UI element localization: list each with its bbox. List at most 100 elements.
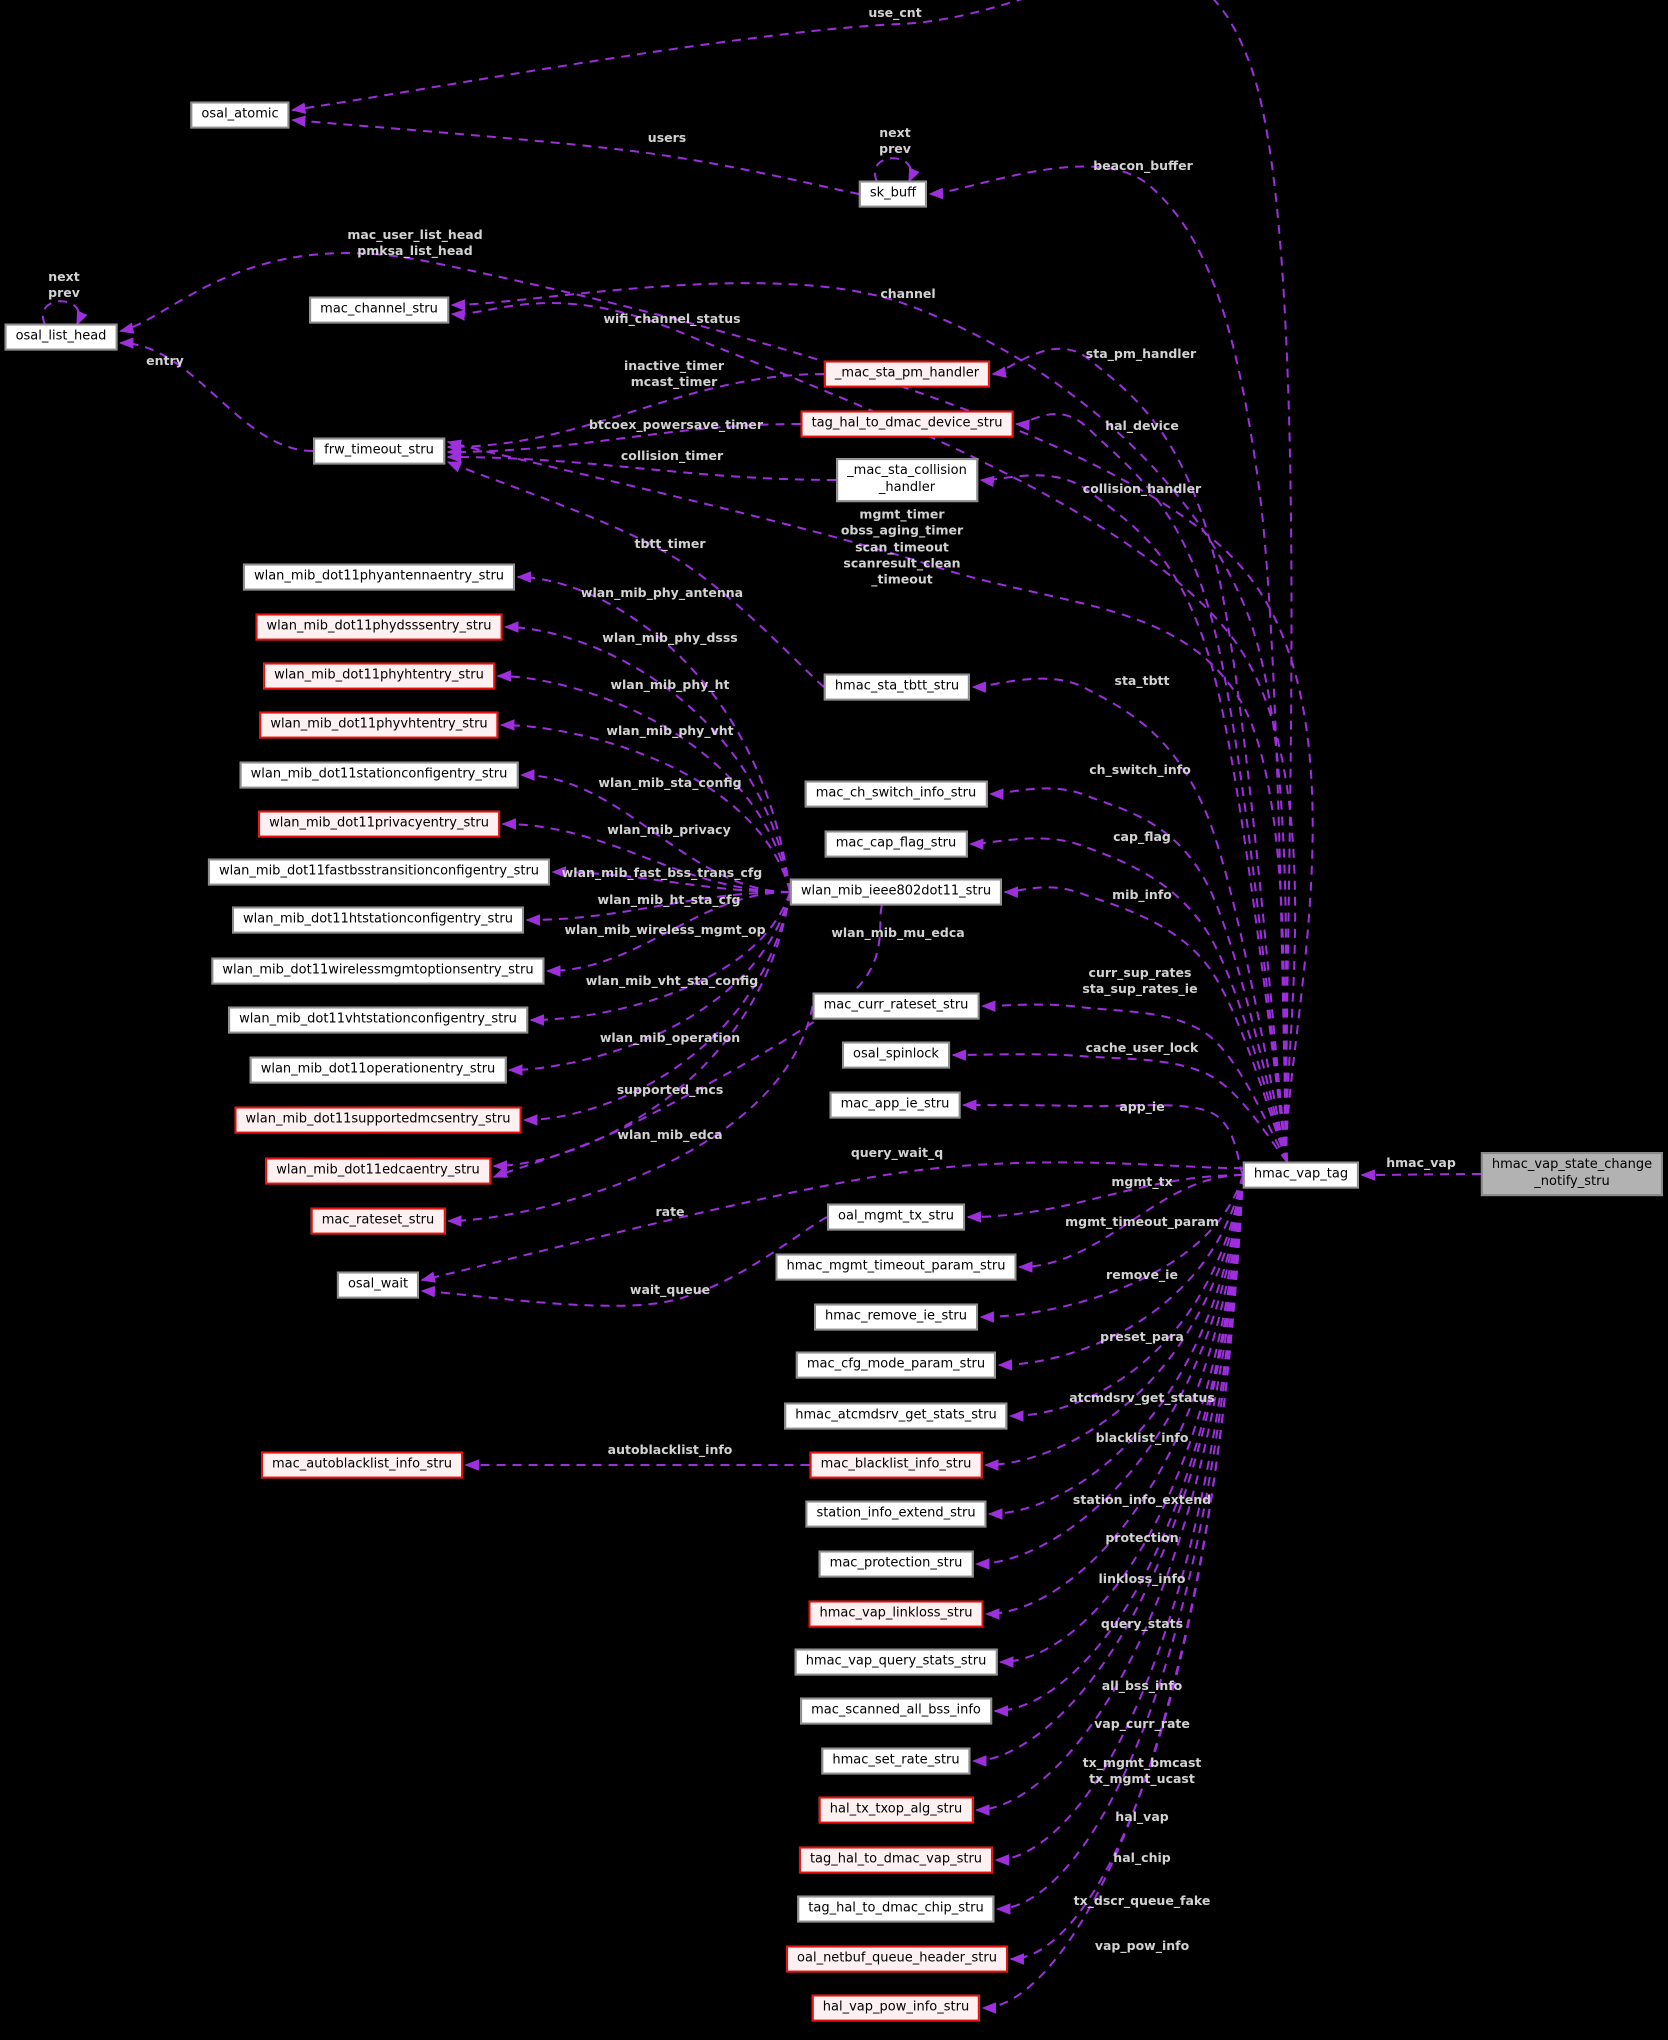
edge-hmac_vap_tag-to-tag_hal_to_dmac_device_stru	[1015, 413, 1288, 1162]
node-hmac_mgmt_timeout_param_stru[interactable]: hmac_mgmt_timeout_param_stru	[775, 1253, 1017, 1281]
node-hmac_vap_query_stats_stru[interactable]: hmac_vap_query_stats_stru	[794, 1648, 998, 1676]
node-mac_cfg_mode_param_stru[interactable]: mac_cfg_mode_param_stru	[795, 1351, 997, 1379]
edge-label-tx_dscr_queue_fake: tx_dscr_queue_fake	[1073, 1892, 1211, 1908]
edge-wlan_mib_ieee802dot11_stru-to-wlan_mib_dot11operationentry_stru	[508, 891, 791, 1076]
edge-wlan_mib_ieee802dot11_stru-to-wlan_mib_dot11privacyentry_stru	[501, 818, 791, 893]
edge-label-ch_switch_info: ch_switch_info	[1089, 761, 1191, 777]
edge-hmac_vap_tag-to-mac_channel_stru	[450, 302, 1297, 1162]
node-station_info_extend_stru[interactable]: station_info_extend_stru	[805, 1500, 987, 1528]
edge-label-remove_ie: remove_ie	[1106, 1266, 1178, 1282]
node-hmac_vap_state_change_notify_stru[interactable]: hmac_vap_state_change _notify_stru	[1480, 1152, 1664, 1196]
edge-hmac_vap_tag-to-osal_list_head	[119, 252, 1314, 1162]
edge-label-tx_mgmt_bmcast: tx_mgmt_bmcast tx_mgmt_ucast	[1082, 1754, 1202, 1786]
edge-label-station_info_extend: station_info_extend	[1072, 1491, 1212, 1507]
node-oal_netbuf_queue_header_stru[interactable]: oal_netbuf_queue_header_stru	[786, 1945, 1008, 1973]
edge-label-next: next prev	[879, 124, 911, 156]
node-mac_sta_pm_handler[interactable]: _mac_sta_pm_handler	[823, 360, 991, 388]
node-wlan_mib_dot11fastbsstransitionconfigentry_stru[interactable]: wlan_mib_dot11fastbsstransitionconfigent…	[207, 858, 551, 886]
edge-label-wlan_mib_privacy: wlan_mib_privacy	[607, 821, 731, 837]
node-osal_list_head[interactable]: osal_list_head	[4, 323, 118, 351]
edge-label-sta_pm_handler: sta_pm_handler	[1085, 345, 1197, 361]
node-wlan_mib_dot11stationconfigentry_stru[interactable]: wlan_mib_dot11stationconfigentry_stru	[239, 761, 519, 789]
edge-sk_buff-to-osal_atomic	[291, 115, 860, 195]
edge-hmac_vap_tag-to-mac_sta_collision_handler	[979, 474, 1288, 1162]
edge-label-wlan_mib_mu_edca: wlan_mib_mu_edca	[831, 924, 965, 940]
edge-hmac_vap_tag-to-osal_atomic	[291, 0, 1293, 1162]
edge-label-mgmt_timeout_param: mgmt_timeout_param	[1065, 1213, 1219, 1229]
edge-hmac_vap_tag-to-mac_app_ie_stru	[962, 1099, 1244, 1176]
node-hmac_vap_tag[interactable]: hmac_vap_tag	[1242, 1161, 1360, 1189]
edge-hmac_vap_state_change_notify_stru-to-hmac_vap_tag	[1360, 1169, 1482, 1181]
node-wlan_mib_dot11phyantennaentry_stru[interactable]: wlan_mib_dot11phyantennaentry_stru	[242, 563, 516, 591]
node-wlan_mib_dot11htstationconfigentry_stru[interactable]: wlan_mib_dot11htstationconfigentry_stru	[231, 906, 525, 934]
edge-label-wlan_mib_vht_sta_config: wlan_mib_vht_sta_config	[585, 972, 759, 988]
edge-wlan_mib_ieee802dot11_stru-to-wlan_mib_dot11phyantennaentry_stru	[516, 571, 791, 893]
edge-sk_buff-to-sk_buff	[873, 157, 920, 183]
edge-label-linkloss_info: linkloss_info	[1098, 1570, 1186, 1586]
edge-label-tbtt_timer: tbtt_timer	[634, 535, 706, 551]
node-mac_autoblacklist_info_stru[interactable]: mac_autoblacklist_info_stru	[261, 1451, 463, 1479]
edge-hmac_vap_tag-to-mac_curr_rateset_stru	[981, 1000, 1288, 1163]
node-wlan_mib_dot11phyvhtentry_stru[interactable]: wlan_mib_dot11phyvhtentry_stru	[259, 711, 499, 739]
node-tag_hal_to_dmac_vap_stru[interactable]: tag_hal_to_dmac_vap_stru	[798, 1846, 994, 1874]
node-tag_hal_to_dmac_chip_stru[interactable]: tag_hal_to_dmac_chip_stru	[797, 1895, 995, 1923]
node-mac_rateset_stru[interactable]: mac_rateset_stru	[310, 1207, 446, 1235]
edge-label-entry: entry	[146, 352, 184, 368]
edge-label-hal_chip: hal_chip	[1113, 1849, 1171, 1865]
node-hmac_sta_tbtt_stru[interactable]: hmac_sta_tbtt_stru	[823, 673, 971, 701]
node-wlan_mib_dot11edcaentry_stru[interactable]: wlan_mib_dot11edcaentry_stru	[265, 1157, 491, 1185]
node-frw_timeout_stru[interactable]: frw_timeout_stru	[313, 437, 445, 465]
node-hal_tx_txop_alg_stru[interactable]: hal_tx_txop_alg_stru	[818, 1796, 974, 1824]
edge-label-cache_user_lock: cache_user_lock	[1085, 1039, 1199, 1055]
node-osal_wait[interactable]: osal_wait	[336, 1271, 420, 1299]
node-hmac_atcmdsrv_get_stats_stru[interactable]: hmac_atcmdsrv_get_stats_stru	[784, 1402, 1008, 1430]
node-wlan_mib_dot11privacyentry_stru[interactable]: wlan_mib_dot11privacyentry_stru	[258, 810, 500, 838]
edge-wlan_mib_ieee802dot11_stru-to-wlan_mib_dot11phydsssentry_stru	[504, 621, 791, 893]
node-wlan_mib_dot11vhtstationconfigentry_stru[interactable]: wlan_mib_dot11vhtstationconfigentry_stru	[228, 1006, 528, 1034]
edge-label-protection: protection	[1105, 1529, 1179, 1545]
node-mac_channel_stru[interactable]: mac_channel_stru	[309, 296, 449, 324]
node-hmac_vap_linkloss_stru[interactable]: hmac_vap_linkloss_stru	[808, 1600, 984, 1628]
edge-label-channel: channel	[880, 285, 936, 301]
edge-mac_curr_rateset_stru-to-mac_rateset_stru	[447, 1005, 814, 1227]
node-osal_spinlock[interactable]: osal_spinlock	[842, 1041, 950, 1069]
edge-hmac_vap_tag-to-wlan_mib_ieee802dot11_stru	[1003, 886, 1288, 1162]
node-hal_vap_pow_info_stru[interactable]: hal_vap_pow_info_stru	[811, 1994, 981, 2022]
node-wlan_mib_dot11phyhtentry_stru[interactable]: wlan_mib_dot11phyhtentry_stru	[263, 662, 495, 690]
node-mac_curr_rateset_stru[interactable]: mac_curr_rateset_stru	[812, 992, 980, 1020]
node-oal_mgmt_tx_stru[interactable]: oal_mgmt_tx_stru	[827, 1203, 965, 1231]
node-tag_hal_to_dmac_device_stru[interactable]: tag_hal_to_dmac_device_stru	[800, 410, 1014, 438]
node-sk_buff[interactable]: sk_buff	[858, 180, 928, 208]
edge-label-wifi_channel_status: wifi_channel_status	[603, 310, 741, 326]
edge-wlan_mib_ieee802dot11_stru-to-wlan_mib_dot11edcaentry_stru	[492, 905, 883, 1178]
edge-wlan_mib_ieee802dot11_stru-to-wlan_mib_dot11vhtstationconfigentry_stru	[529, 891, 791, 1026]
node-mac_blacklist_info_stru[interactable]: mac_blacklist_info_stru	[809, 1451, 983, 1479]
edge-wlan_mib_ieee802dot11_stru-to-wlan_mib_dot11stationconfigentry_stru	[520, 769, 791, 893]
edge-label-mac_user_list_head: mac_user_list_head pmksa_list_head	[347, 226, 483, 258]
node-mac_ch_switch_info_stru[interactable]: mac_ch_switch_info_stru	[804, 780, 988, 808]
edge-label-app_ie: app_ie	[1119, 1098, 1165, 1114]
node-hmac_set_rate_stru[interactable]: hmac_set_rate_stru	[821, 1747, 971, 1775]
edge-label-collision_handler: collision_handler	[1082, 480, 1202, 496]
node-wlan_mib_dot11supportedmcsentry_stru[interactable]: wlan_mib_dot11supportedmcsentry_stru	[234, 1106, 522, 1134]
edge-hmac_vap_tag-to-mac_cfg_mode_param_stru	[997, 1174, 1244, 1371]
edge-frw_timeout_stru-to-osal_list_head	[119, 337, 314, 452]
node-mac_protection_stru[interactable]: mac_protection_stru	[818, 1550, 974, 1578]
edge-label-cap_flag: cap_flag	[1113, 828, 1171, 844]
edge-label-use_cnt: use_cnt	[868, 4, 922, 20]
node-osal_atomic[interactable]: osal_atomic	[190, 101, 290, 129]
node-wlan_mib_dot11phydsssentry_stru[interactable]: wlan_mib_dot11phydsssentry_stru	[255, 613, 503, 641]
edge-hmac_vap_tag-to-tag_hal_to_dmac_chip_stru	[996, 1174, 1244, 1915]
node-mac_cap_flag_stru[interactable]: mac_cap_flag_stru	[824, 830, 968, 858]
node-hmac_remove_ie_stru[interactable]: hmac_remove_ie_stru	[814, 1303, 978, 1331]
node-wlan_mib_ieee802dot11_stru[interactable]: wlan_mib_ieee802dot11_stru	[789, 878, 1003, 906]
edge-hmac_vap_tag-to-tag_hal_to_dmac_vap_stru	[994, 1174, 1244, 1866]
edge-label-collision_timer: collision_timer	[620, 447, 724, 463]
node-wlan_mib_dot11wirelessmgmtoptionsentry_stru[interactable]: wlan_mib_dot11wirelessmgmtoptionsentry_s…	[211, 957, 545, 985]
node-mac_app_ie_stru[interactable]: mac_app_ie_stru	[829, 1091, 961, 1119]
node-wlan_mib_dot11operationentry_stru[interactable]: wlan_mib_dot11operationentry_stru	[249, 1056, 507, 1084]
edge-label-mib_info: mib_info	[1112, 886, 1172, 902]
node-mac_scanned_all_bss_info[interactable]: mac_scanned_all_bss_info	[800, 1697, 992, 1725]
node-mac_sta_collision_handler[interactable]: _mac_sta_collision _handler	[836, 458, 978, 502]
